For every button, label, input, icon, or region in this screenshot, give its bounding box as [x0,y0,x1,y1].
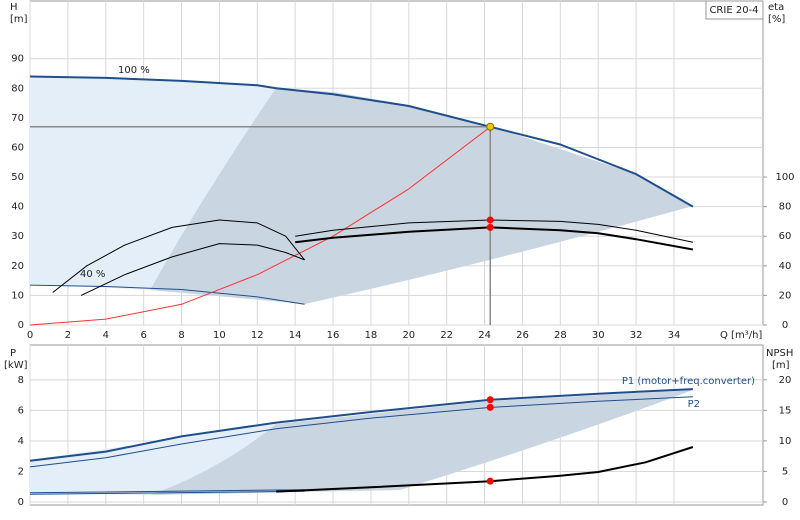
range-area [30,424,276,495]
x-tick-label: 10 [213,330,226,341]
y-tick-label: 50 [11,172,24,183]
x-tick-label: 12 [251,330,264,341]
y2-tick-label: 60 [779,231,792,242]
x-tick-label: 26 [516,330,529,341]
y-tick-label: 90 [11,54,24,65]
y-tick-label: 10 [11,290,24,301]
x-tick-label: 8 [178,330,184,341]
curve [295,219,694,243]
y-tick-label: 0 [18,497,24,508]
duty-point [486,477,494,485]
y-tick-label: 6 [18,405,24,416]
x-tick-label: 14 [289,330,302,341]
y-axis-label: H [10,2,18,13]
x-tick-label: 2 [65,330,71,341]
y2-axis-label: eta [768,2,784,13]
y2-axis-unit: [%] [768,14,785,25]
y-axis-unit: [m] [10,14,28,25]
title-box [705,0,764,20]
duty-point [486,403,494,411]
y2-tick-label: 20 [779,290,792,301]
x-tick-label: 24 [478,330,491,341]
y-tick-label: 40 [11,202,24,213]
y2-tick-label: 40 [779,261,792,272]
y-tick-label: 2 [18,466,24,477]
y-tick-label: 4 [18,436,24,447]
x-tick-label: 20 [402,330,415,341]
duty-point [486,216,494,224]
y-axis-label: P [10,348,16,359]
y2-axis-label: NPSH [766,348,793,359]
curve [29,388,693,462]
duty-point [486,223,494,231]
x-tick-label: 30 [592,330,605,341]
y2-tick-label: 0 [782,320,788,331]
y2-tick-label: 20 [779,375,792,386]
curve [29,490,305,495]
y2-tick-label: 100 [775,172,794,183]
x-tick-label: 4 [103,330,109,341]
x-tick-label: 16 [327,330,340,341]
series-label: P2 [688,399,700,410]
y-tick-label: 20 [11,261,24,272]
duty-point [486,122,495,131]
y-tick-label: 30 [11,231,24,242]
y2-axis-unit: [m] [772,360,790,371]
y-axis-unit: [kW] [4,360,28,371]
curve [29,126,491,326]
y2-tick-label: 15 [779,405,792,416]
curve [29,75,694,208]
range-area [30,76,276,290]
duty-point [486,396,494,404]
annotation: 100 % [118,65,150,76]
x-tick-label: 32 [630,330,643,341]
curve [276,446,694,493]
y2-tick-label: 5 [782,466,788,477]
y-tick-label: 0 [18,320,24,331]
curve [80,243,305,296]
y-tick-label: 60 [11,142,24,153]
annotation: 40 % [80,269,105,280]
y2-tick-label: 80 [779,202,792,213]
y-tick-label: 70 [11,113,24,124]
x-tick-label: 0 [27,330,33,341]
y2-tick-label: 0 [782,497,788,508]
y-tick-label: 80 [11,83,24,94]
x-tick-label: 22 [440,330,453,341]
series-label: P1 (motor+freq.converter) [622,376,755,387]
x-tick-label: 28 [554,330,567,341]
curve [52,219,305,293]
curve [29,396,693,468]
curve [295,226,694,251]
y-tick-label: 8 [18,375,24,386]
x-tick-label: 6 [140,330,146,341]
x-tick-label: 18 [365,330,378,341]
y2-tick-label: 10 [779,436,792,447]
chart-title: CRIE 20-4 [709,5,758,16]
x-axis-label: Q [m³/h] [720,330,762,341]
x-tick-label: 34 [668,330,681,341]
curve [29,284,305,305]
curve [29,489,305,494]
range-area [150,88,693,304]
range-area [150,390,693,495]
